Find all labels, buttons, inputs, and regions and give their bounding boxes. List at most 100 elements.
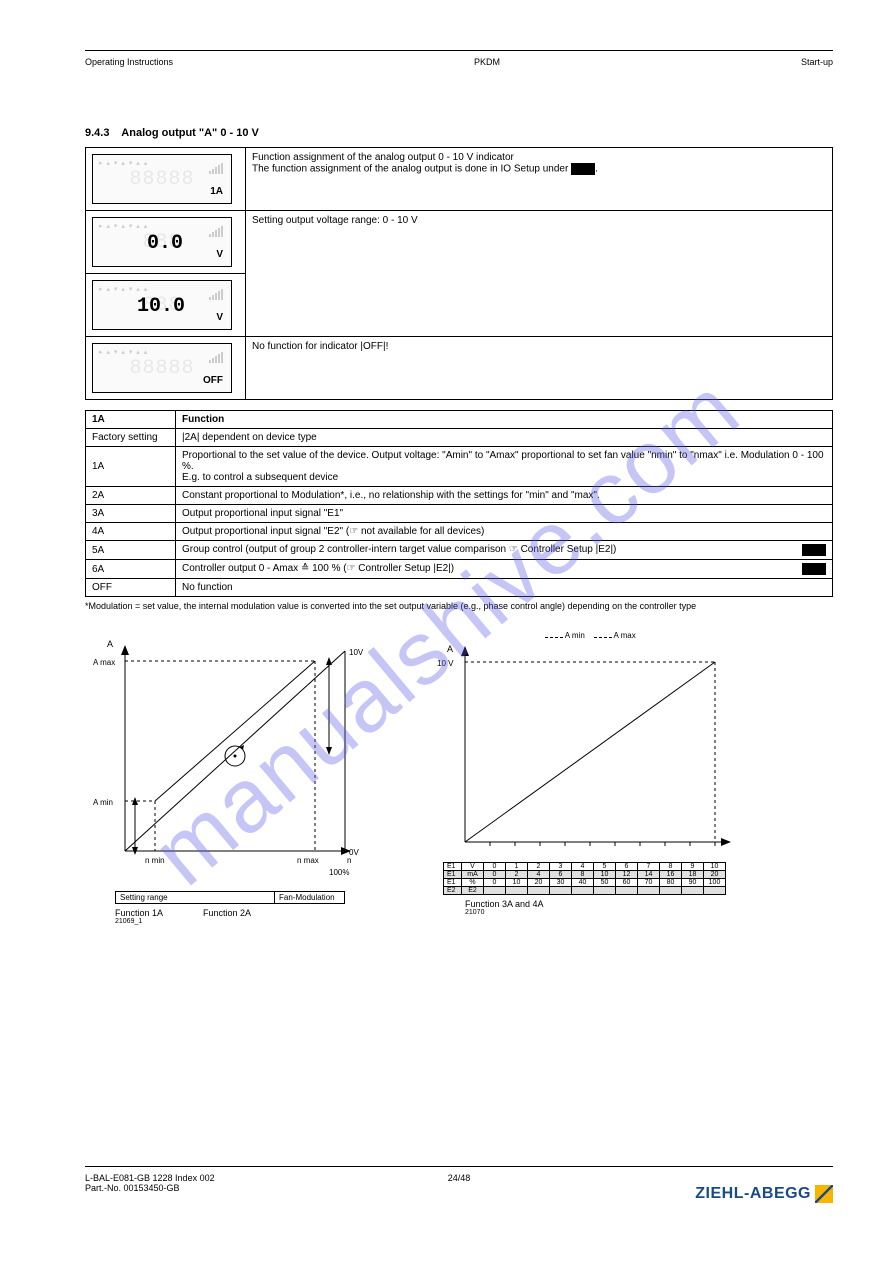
lcd-cell: ▸ ▴ ▾ ▴ ▾ ▴ ▴ 88888 OFF (86, 337, 246, 400)
table-row: OFF No function (86, 579, 833, 597)
lcd-signal-bars (209, 163, 223, 174)
function-spec-table: 1A Function Factory setting |2A| depende… (85, 410, 833, 597)
x-cell (484, 887, 506, 895)
logo-flag-icon (815, 1185, 833, 1203)
x-cell: 12 (616, 871, 638, 879)
lcd-ghost-digits: 88888 (129, 357, 194, 380)
lcd-cell: ▸ ▴ ▾ ▴ ▾ ▴ ▴ 888 10.0 V (86, 274, 246, 337)
table-row: 3A Output proportional input signal "E1" (86, 505, 833, 523)
x-cell: 18 (682, 871, 704, 879)
x-cell: 0 (484, 879, 506, 887)
chart1-cap1: Function 1A (115, 908, 163, 918)
lcd-display: ▸ ▴ ▾ ▴ ▾ ▴ ▴ 88888 OFF (92, 343, 232, 393)
x-cell: 6 (616, 863, 638, 871)
lcd-display: ▸ ▴ ▾ ▴ ▾ ▴ ▴ 88888 1A (92, 154, 232, 204)
lcd-ghost-icons: ▸ ▴ ▾ ▴ ▾ ▴ ▴ (99, 159, 148, 167)
table-row: 1A Proportional to the set value of the … (86, 447, 833, 487)
spec-cell: OFF (86, 579, 176, 597)
footer-rule (85, 1166, 833, 1167)
lcd-unit: V (216, 312, 223, 323)
x-cell: 6 (550, 871, 572, 879)
lcd-cell: ▸ ▴ ▾ ▴ ▾ ▴ ▴ 888 0.0 V (86, 211, 246, 274)
x-cell: 70 (638, 879, 660, 887)
lcd-value: 0.0 (147, 232, 183, 255)
logo-text: ZIEHL-ABEGG (695, 1185, 811, 1203)
table-row: ▸ ▴ ▾ ▴ ▾ ▴ ▴ 88888 1A Function assignme… (86, 148, 833, 211)
lcd-ghost-icons: ▸ ▴ ▾ ▴ ▾ ▴ ▴ (99, 222, 148, 230)
top-rule (85, 50, 833, 51)
section-number: 9.4.3 (85, 127, 109, 139)
lcd-description-table: ▸ ▴ ▾ ▴ ▾ ▴ ▴ 88888 1A Function assignme… (85, 147, 833, 400)
header-row: Operating Instructions PKDM Start-up (85, 57, 833, 67)
spec-cell: No function (176, 579, 833, 597)
spec-cell-text: Group control (output of group 2 control… (182, 544, 616, 555)
chart-1a-2a: A A max A min 10V 0V n min n max n 100% … (85, 631, 365, 925)
spec-cell: 2A (86, 487, 176, 505)
spec-header-2: Function (176, 411, 833, 429)
x-cell (704, 887, 726, 895)
x-cell: 60 (616, 879, 638, 887)
x-cell (616, 887, 638, 895)
spec-cell: |2A| dependent on device type (176, 429, 833, 447)
x-cell (550, 887, 572, 895)
x-cell: 4 (572, 863, 594, 871)
table-row: ▸ ▴ ▾ ▴ ▾ ▴ ▴ 888 0.0 V Setting output v… (86, 211, 833, 274)
lcd-ghost-digits: 88888 (129, 168, 194, 191)
lcd-desc-text: Function assignment of the analog output… (252, 152, 826, 163)
x-cell: 100 (704, 879, 726, 887)
x-cell: 10 (704, 863, 726, 871)
x-cell: 10 (594, 871, 616, 879)
lcd-value: 10.0 (137, 295, 185, 318)
chart1-svg: A A max A min 10V 0V n min n max n 100% (85, 631, 365, 891)
x-cell: 16 (660, 871, 682, 879)
x-cell: 2 (528, 863, 550, 871)
table-row: E2E2 (444, 887, 726, 895)
ref-chip-icon (571, 163, 595, 175)
lcd-display: ▸ ▴ ▾ ▴ ▾ ▴ ▴ 888 0.0 V (92, 217, 232, 267)
page-content: Operating Instructions PKDM Start-up 9.4… (85, 50, 833, 1213)
axis-label: 10V (349, 648, 364, 657)
lcd-signal-bars (209, 289, 223, 300)
spec-cell-text: Controller output 0 - Amax ≙ 100 % (☞ Co… (182, 563, 454, 574)
chart1-ref: 21069_1 (115, 918, 365, 925)
ref-chip-icon (802, 544, 826, 556)
row-label: E2 (444, 887, 462, 895)
chart2-legend: A min A max (545, 631, 735, 640)
footer-page: 24/48 (448, 1173, 471, 1183)
x-cell (660, 887, 682, 895)
axis-label: n max (297, 856, 319, 865)
lcd-signal-bars (209, 352, 223, 363)
x-cell: 9 (682, 863, 704, 871)
table-row: 4A Output proportional input signal "E2"… (86, 523, 833, 541)
row-label: E1 (444, 863, 462, 871)
x-cell: 0 (484, 871, 506, 879)
table-row: E1mA02468101214161820 (444, 871, 726, 879)
spec-cell: Constant proportional to Modulation*, i.… (176, 487, 833, 505)
lcd-cell: ▸ ▴ ▾ ▴ ▾ ▴ ▴ 88888 1A (86, 148, 246, 211)
x-cell (572, 887, 594, 895)
lcd-desc: No function for indicator |OFF|! (246, 337, 833, 400)
lcd-display: ▸ ▴ ▾ ▴ ▾ ▴ ▴ 888 10.0 V (92, 280, 232, 330)
ref-chip-icon (802, 563, 826, 575)
x-cell: % (462, 879, 484, 887)
x-cell: 1 (506, 863, 528, 871)
axis-label: A (447, 644, 453, 654)
lcd-unit: V (216, 249, 223, 260)
footer-left: L-BAL-E081-GB 1228 Index 002 Part.-No. 0… (85, 1173, 215, 1193)
lcd-desc-text2-span: The function assignment of the analog ou… (252, 164, 568, 175)
legend-amin: A min (565, 631, 585, 640)
axis-label: n (347, 856, 351, 865)
x-cell: V (462, 863, 484, 871)
footer-line2: Part.-No. 00153450-GB (85, 1183, 215, 1193)
lcd-desc: Function assignment of the analog output… (246, 148, 833, 211)
spec-cell: Controller output 0 - Amax ≙ 100 % (☞ Co… (176, 560, 833, 579)
chart-3a-4a: A min A max (425, 631, 735, 916)
table-row: 5A Group control (output of group 2 cont… (86, 541, 833, 560)
header-center: PKDM (474, 57, 500, 67)
chart1-cap2: Function 2A (203, 908, 251, 918)
x-cell: 2 (506, 871, 528, 879)
x-cell: 50 (594, 879, 616, 887)
x-cell: 4 (528, 871, 550, 879)
table-row: E1%0102030405060708090100 (444, 879, 726, 887)
x-cell: 3 (550, 863, 572, 871)
